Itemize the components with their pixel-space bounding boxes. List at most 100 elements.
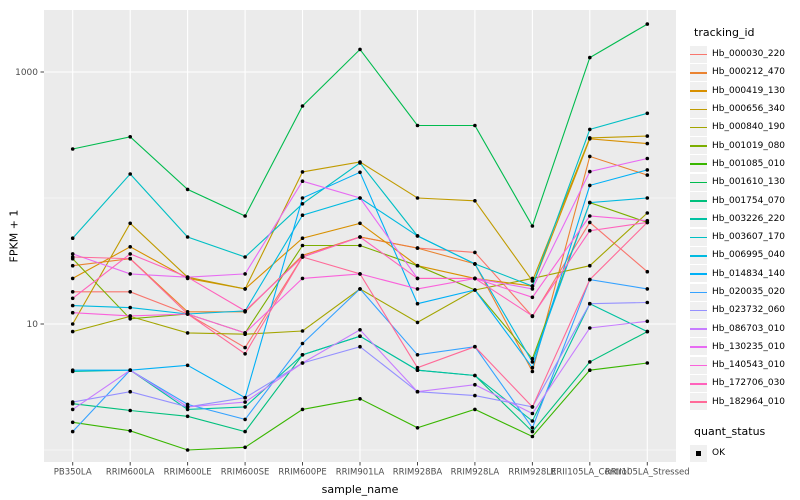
data-point <box>645 287 650 291</box>
data-point <box>300 353 305 357</box>
data-point <box>530 419 535 423</box>
data-point <box>70 147 75 151</box>
legend-entry: Hb_000212_470 <box>690 63 800 81</box>
data-point <box>128 408 132 413</box>
data-point <box>243 445 247 450</box>
line-key-icon <box>690 320 707 338</box>
data-point <box>645 173 650 177</box>
data-point <box>415 287 420 291</box>
data-point <box>128 172 132 176</box>
data-point <box>473 199 477 203</box>
data-point <box>415 353 420 357</box>
x-tick-label: RRIM600PE <box>278 468 326 478</box>
line-key-icon <box>690 246 707 264</box>
data-point <box>473 407 477 412</box>
legend-entry: Hb_014834_140 <box>690 265 800 283</box>
data-point <box>185 414 190 419</box>
data-point <box>70 296 75 301</box>
data-point <box>243 214 247 218</box>
data-point <box>243 395 247 400</box>
data-point <box>645 319 650 324</box>
legend-entry-label: Hb_003607_170 <box>712 232 786 243</box>
line-key-icon <box>690 210 707 228</box>
data-point <box>530 224 535 228</box>
data-point <box>588 127 592 132</box>
line-key-icon <box>690 118 707 136</box>
data-point <box>415 320 420 325</box>
data-point <box>530 356 535 361</box>
data-point <box>588 214 592 218</box>
data-point <box>300 243 305 248</box>
data-point <box>473 250 477 255</box>
line-key-icon <box>690 155 707 173</box>
data-point <box>70 329 75 334</box>
data-point <box>588 360 592 364</box>
data-point <box>185 331 190 335</box>
legend-entry-label: Hb_003226_220 <box>712 213 786 224</box>
data-point <box>70 236 75 240</box>
data-point <box>300 255 305 259</box>
data-point <box>70 322 75 326</box>
legend-entry: Hb_086703_010 <box>690 319 800 338</box>
line-key-icon <box>690 228 707 246</box>
data-point <box>530 429 535 434</box>
y-axis-title: FPKM + 1 <box>7 209 21 263</box>
x-axis-title: sample_name <box>321 483 399 496</box>
data-point <box>415 246 420 250</box>
data-point <box>128 389 132 394</box>
data-point <box>300 179 305 183</box>
data-point <box>128 317 132 321</box>
data-point <box>243 287 247 291</box>
data-point <box>358 161 362 165</box>
data-point <box>645 141 650 146</box>
legend-entry: Hb_001754_070 <box>690 191 800 210</box>
data-point <box>300 341 305 346</box>
data-point <box>70 429 75 434</box>
data-point <box>530 287 535 291</box>
data-point <box>530 276 535 281</box>
data-point <box>645 269 650 274</box>
line-key-icon <box>690 100 707 118</box>
data-point <box>358 47 362 52</box>
legend-entry-label: Hb_001610_130 <box>712 177 786 188</box>
x-tick-label: RRIM928BA <box>393 468 443 478</box>
x-tick-label: RRIM600LA <box>106 468 155 478</box>
data-point <box>645 361 650 365</box>
data-point <box>128 135 132 139</box>
data-point <box>70 263 75 268</box>
data-point <box>530 426 535 430</box>
data-point <box>70 407 75 412</box>
legend-entry-label: Hb_140543_010 <box>712 360 786 371</box>
data-point <box>358 235 362 239</box>
legend-title-tracking-id: tracking_id <box>694 26 755 39</box>
x-tick-label: RRII105LA_Stressed <box>605 468 690 478</box>
legend-entry-label: Hb_000840_190 <box>712 122 786 133</box>
ok-point-icon <box>690 444 707 462</box>
legend-entry: Hb_003607_170 <box>690 228 800 246</box>
line-key-icon <box>690 356 707 374</box>
data-point <box>588 55 592 60</box>
data-point <box>300 276 305 281</box>
data-point <box>645 111 650 116</box>
line-key-icon <box>690 283 707 301</box>
data-point <box>243 272 247 276</box>
data-point <box>645 196 650 200</box>
legend-entry: Hb_000656_340 <box>690 100 800 118</box>
data-point <box>530 434 535 439</box>
data-point <box>128 252 132 256</box>
line-key-icon <box>690 301 707 319</box>
data-point <box>588 228 592 233</box>
data-point <box>300 361 305 365</box>
data-point <box>185 405 190 409</box>
data-point <box>588 263 592 268</box>
legend-entry-label: Hb_182964_010 <box>712 396 786 407</box>
x-tick-label: RRIM600LE <box>164 468 212 478</box>
line-key-icon <box>690 192 707 210</box>
data-point <box>415 389 420 394</box>
data-point <box>70 255 75 259</box>
legend-entry: Hb_020035_020 <box>690 283 800 301</box>
legend-entry-label: Hb_001085_010 <box>712 158 786 169</box>
data-point <box>128 305 132 310</box>
data-point <box>588 183 592 188</box>
data-point <box>70 420 75 425</box>
